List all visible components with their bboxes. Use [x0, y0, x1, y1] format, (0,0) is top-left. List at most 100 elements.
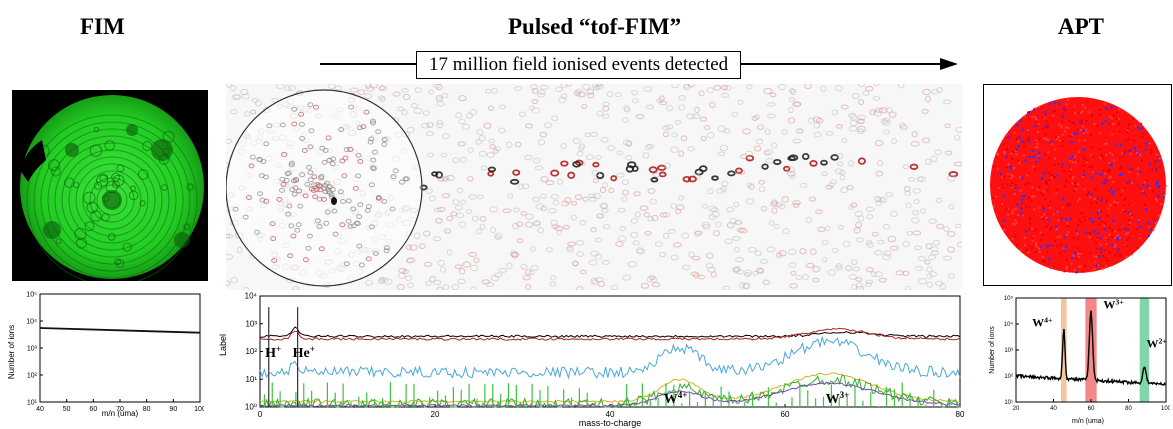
- apt-red-ion: [1096, 125, 1099, 128]
- tof-event-dot: [782, 228, 790, 234]
- apt-red-ion: [1129, 152, 1132, 155]
- tof-event-dot: [532, 157, 541, 164]
- tof-event-dot: [413, 107, 423, 114]
- apt-red-ion: [1074, 161, 1078, 164]
- tof-circle-dot: [390, 174, 397, 180]
- tof-circle-dot: [375, 129, 382, 135]
- apt-red-ion: [1105, 154, 1108, 157]
- apt-red-ion: [1091, 146, 1094, 149]
- tof-event-dot: [476, 194, 485, 200]
- apt-blue-ion: [1021, 128, 1025, 132]
- tof-event-dot: [790, 270, 797, 276]
- tof-event-dot: [835, 123, 843, 129]
- apt-red-ion: [1042, 217, 1045, 220]
- tof-event-dot: [562, 224, 570, 230]
- apt-red-ion: [1104, 265, 1108, 268]
- apt-red-ion: [1066, 222, 1069, 225]
- tof-event-dot: [427, 89, 435, 95]
- tof-event-dot: [946, 175, 956, 182]
- tof-event-dot: [914, 265, 924, 272]
- tof-event-dot: [596, 110, 604, 117]
- tof-event-dot: [446, 249, 453, 256]
- tof-event-dot: [809, 159, 818, 167]
- tof-event-dot: [365, 84, 372, 89]
- apt-red-ion: [1018, 176, 1022, 179]
- tof-event-dot: [773, 158, 782, 166]
- apt-red-ion: [992, 165, 995, 168]
- tof-event-dot: [409, 244, 418, 251]
- tof-event-dot: [398, 272, 406, 279]
- tof-event-dot: [550, 275, 557, 281]
- apt-red-ion: [1077, 265, 1080, 268]
- tof-event-dot: [805, 216, 812, 224]
- tof-event-dot: [591, 169, 600, 177]
- apt-red-ion: [1049, 228, 1052, 231]
- apt-red-ion: [1083, 106, 1087, 110]
- apt-red-ion: [1101, 196, 1104, 200]
- tof-event-dot: [943, 225, 950, 233]
- tof-event-dot: [758, 186, 766, 193]
- tof-event-dot: [480, 165, 488, 171]
- peak-highlight: [1061, 298, 1067, 402]
- apt-red-ion: [1011, 157, 1014, 161]
- tof-event-dot: [799, 183, 808, 188]
- y-tick-label: 10¹: [245, 375, 257, 384]
- tof-event-dot: [897, 84, 905, 89]
- tof-event-dot: [936, 223, 945, 230]
- apt-red-ion: [1126, 129, 1129, 132]
- tof-event-dot: [947, 273, 955, 279]
- apt-red-ion: [1098, 108, 1101, 111]
- apt-red-ion: [1033, 208, 1036, 211]
- tof-event-dot: [587, 193, 596, 199]
- apt-blue-ion: [1017, 144, 1020, 148]
- tof-event-dot: [678, 104, 686, 111]
- apt-red-ion: [1085, 120, 1088, 123]
- apt-blue-ion: [1002, 194, 1006, 198]
- apt-red-ion: [1066, 99, 1070, 102]
- tof-event-dot: [865, 206, 875, 212]
- apt-red-ion: [1007, 163, 1010, 166]
- fim-spot: [90, 210, 102, 222]
- tof-event-dot: [764, 149, 774, 156]
- fim-series-line: [39, 327, 201, 334]
- tof-event-dot: [904, 190, 911, 196]
- tof-event-dot: [825, 130, 834, 136]
- fim-spot: [84, 221, 95, 232]
- tof-event-dot: [635, 113, 645, 120]
- apt-blue-ion: [1019, 119, 1023, 123]
- apt-red-ion: [1046, 139, 1050, 142]
- apt-red-ion: [1044, 132, 1047, 135]
- tof-event-dot: [922, 88, 931, 96]
- tof-event-dot: [586, 88, 595, 95]
- tof-event-dot: [402, 93, 411, 100]
- apt-red-ion: [1047, 204, 1050, 207]
- tof-event-dot: [912, 230, 922, 236]
- tof-event-dot: [435, 217, 443, 224]
- tof-event-dot: [540, 176, 549, 183]
- tof-event-dot: [521, 183, 530, 190]
- apt-blue-ion: [1137, 126, 1140, 129]
- tof-event-dot: [837, 224, 844, 230]
- tof-event-dot: [545, 247, 553, 253]
- tof-event-dot: [525, 283, 532, 290]
- apt-red-ion: [1109, 151, 1112, 154]
- apt-red-ion: [1078, 111, 1081, 114]
- apt-red-ion: [1083, 131, 1086, 135]
- apt-red-ion: [1065, 267, 1068, 271]
- apt-red-ion: [1136, 151, 1139, 154]
- tof-event-dot: [733, 246, 740, 253]
- apt-red-ion: [1094, 260, 1097, 263]
- tof-event-dot: [602, 114, 610, 119]
- apt-red-ion: [995, 156, 998, 159]
- tof-event-dot: [682, 264, 691, 271]
- apt-red-ion: [1073, 268, 1076, 271]
- apt-red-ion: [1055, 136, 1058, 139]
- apt-red-ion: [1002, 150, 1005, 153]
- tof-event-dot: [413, 232, 421, 240]
- apt-red-ion: [1019, 248, 1022, 251]
- tof-event-dot: [734, 266, 741, 273]
- apt-red-ion: [1133, 138, 1136, 142]
- tof-event-dot: [813, 131, 822, 138]
- apt-blue-ion: [1042, 207, 1046, 211]
- apt-red-ion: [1031, 186, 1034, 189]
